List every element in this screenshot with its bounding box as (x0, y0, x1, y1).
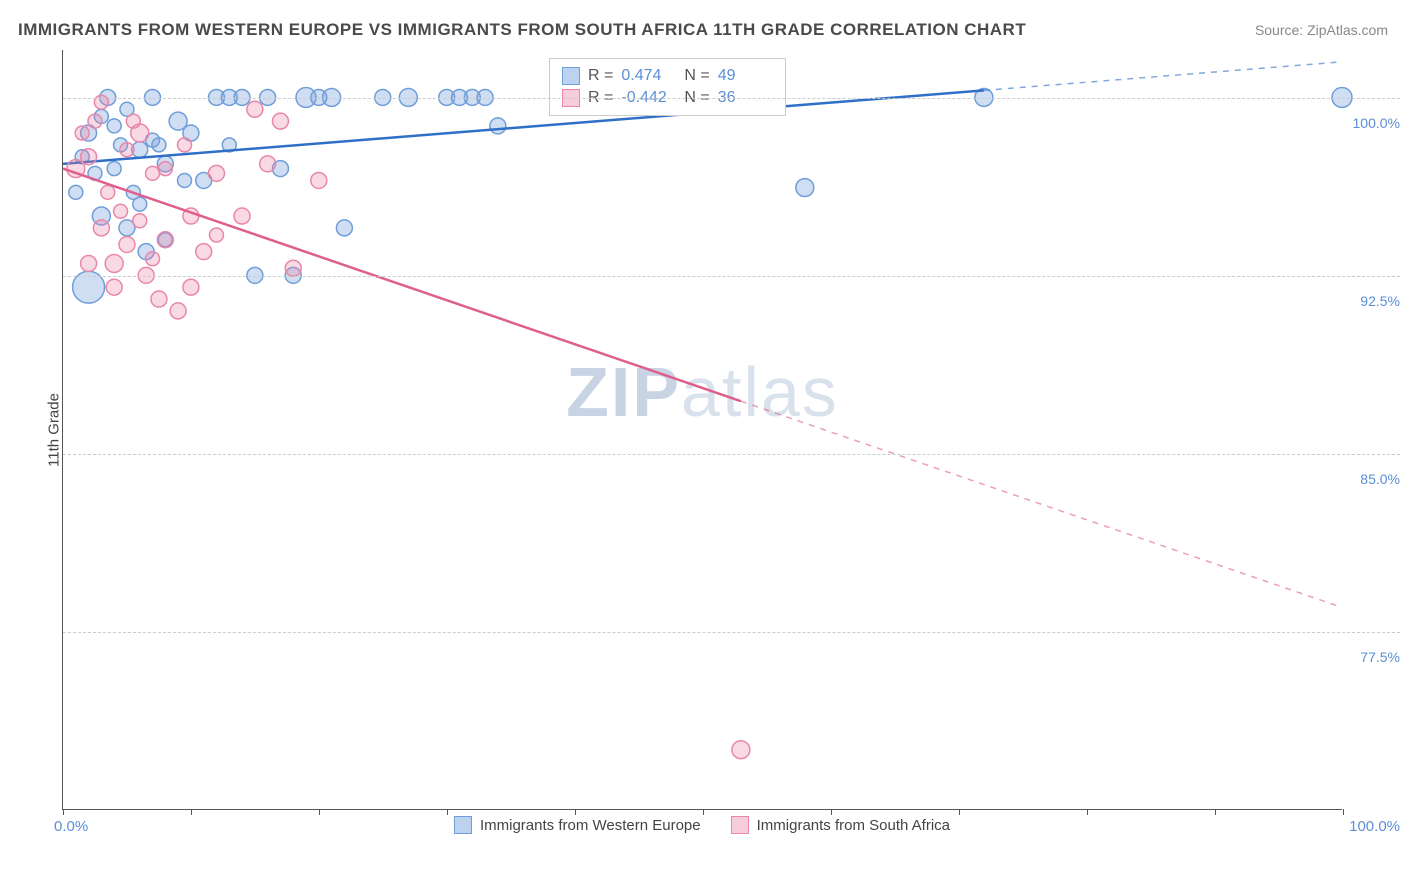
scatter-point (183, 279, 199, 295)
trend-line-dashed (741, 401, 1342, 607)
x-tick (959, 809, 960, 815)
legend-swatch (731, 816, 749, 834)
stat-n-value: 49 (718, 67, 773, 85)
x-tick (63, 809, 64, 815)
x-tick (1087, 809, 1088, 815)
scatter-point (336, 220, 352, 236)
y-tick-label: 85.0% (1345, 471, 1400, 487)
scatter-point (101, 185, 115, 199)
legend-label: Immigrants from Western Europe (480, 817, 701, 834)
scatter-point (796, 179, 814, 197)
scatter-point (81, 149, 97, 165)
scatter-point (490, 118, 506, 134)
trend-line-solid (63, 90, 984, 163)
scatter-point (75, 126, 89, 140)
scatter-point (133, 197, 147, 211)
legend-item: Immigrants from South Africa (731, 816, 950, 834)
scatter-point (196, 244, 212, 260)
legend-item: Immigrants from Western Europe (454, 816, 701, 834)
x-tick (1215, 809, 1216, 815)
stat-r-label: R = (588, 67, 613, 85)
scatter-point (247, 101, 263, 117)
x-min-label: 0.0% (54, 818, 88, 835)
y-axis-label: 11th Grade (45, 393, 62, 467)
gridline-h (63, 632, 1400, 633)
scatter-point (157, 232, 173, 248)
scatter-point (146, 166, 160, 180)
x-tick (447, 809, 448, 815)
scatter-point (114, 204, 128, 218)
x-tick (831, 809, 832, 815)
scatter-point (285, 260, 301, 276)
trend-line-solid (63, 169, 741, 402)
scatter-point (106, 279, 122, 295)
scatter-point (178, 173, 192, 187)
y-tick-label: 77.5% (1345, 649, 1400, 665)
x-max-label: 100.0% (1349, 818, 1400, 835)
x-tick (703, 809, 704, 815)
legend-swatch (562, 67, 580, 85)
chart-title: IMMIGRANTS FROM WESTERN EUROPE VS IMMIGR… (18, 20, 1026, 40)
scatter-point (178, 138, 192, 152)
scatter-point (311, 172, 327, 188)
bottom-legend: Immigrants from Western Europe Immigrants… (454, 816, 950, 834)
scatter-point (119, 237, 135, 253)
scatter-point (93, 220, 109, 236)
scatter-point (69, 185, 83, 199)
plot-area: 11th Grade ZIPatlas R =0.474N =49R =-0.4… (62, 50, 1342, 810)
scatter-point (234, 208, 250, 224)
scatter-point (208, 165, 224, 181)
x-tick (319, 809, 320, 815)
gridline-h (63, 276, 1400, 277)
scatter-point (105, 254, 123, 272)
scatter-point (107, 162, 121, 176)
stat-n-label: N = (684, 67, 709, 85)
scatter-point (81, 255, 97, 271)
y-tick-label: 92.5% (1345, 293, 1400, 309)
y-tick-label: 100.0% (1345, 115, 1400, 131)
stat-row: R = 0.474 N = 49 (562, 65, 773, 87)
scatter-point (152, 138, 166, 152)
stats-legend-box: R =0.474N =49R =-0.442N =36 (549, 58, 786, 116)
scatter-point (107, 119, 121, 133)
scatter-point (120, 143, 134, 157)
scatter-point (209, 228, 223, 242)
x-tick (191, 809, 192, 815)
scatter-point (146, 252, 160, 266)
legend-label: Immigrants from South Africa (757, 817, 950, 834)
scatter-svg (63, 50, 1342, 809)
trend-line-dashed (984, 62, 1342, 91)
gridline-h (63, 98, 1400, 99)
scatter-point (131, 124, 149, 142)
x-tick (575, 809, 576, 815)
source-label: Source: ZipAtlas.com (1255, 22, 1388, 38)
scatter-point (272, 113, 288, 129)
x-tick (1343, 809, 1344, 815)
scatter-point (133, 214, 147, 228)
scatter-point (170, 303, 186, 319)
scatter-point (158, 162, 172, 176)
scatter-point (88, 114, 102, 128)
gridline-h (63, 454, 1400, 455)
scatter-point (732, 741, 750, 759)
x-axis-labels: 0.0% Immigrants from Western EuropeImmig… (62, 818, 1342, 848)
legend-swatch (454, 816, 472, 834)
scatter-point (260, 156, 276, 172)
scatter-point (151, 291, 167, 307)
stat-r-value: 0.474 (621, 67, 676, 85)
